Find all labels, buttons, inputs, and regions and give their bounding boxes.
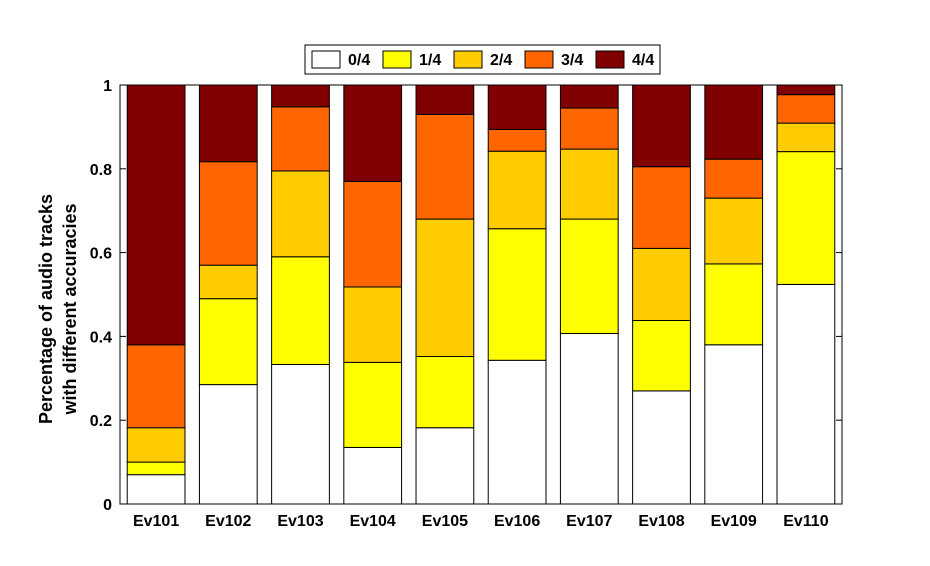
bar-Ev102-0/4 bbox=[198, 384, 258, 505]
bar-Ev107-3/4 bbox=[559, 107, 619, 150]
bar-Ev102-2/4 bbox=[198, 264, 258, 300]
bar-Ev106-4/4 bbox=[487, 84, 547, 130]
bar-Ev101-4/4 bbox=[126, 84, 186, 346]
bar-Ev104-3/4 bbox=[343, 180, 403, 288]
y-tick-label: 0 bbox=[103, 497, 112, 514]
bar-Ev106-0/4 bbox=[487, 359, 547, 505]
bar-Ev109-2/4 bbox=[704, 197, 764, 265]
legend-label: 0/4 bbox=[348, 52, 370, 69]
legend-swatch-4/4 bbox=[595, 50, 625, 69]
legend-swatch-3/4 bbox=[524, 50, 554, 69]
axes-layer: Ev101 Ev102 Ev103 Ev104 Ev105 Ev106 Ev107 Ev108… bbox=[90, 78, 843, 530]
bar-Ev102-3/4 bbox=[198, 161, 258, 266]
bar-Ev104-0/4 bbox=[343, 446, 403, 505]
bar-Ev110-3/4 bbox=[776, 94, 836, 124]
legend-label: 2/4 bbox=[490, 52, 512, 69]
bar-Ev104-4/4 bbox=[343, 84, 403, 182]
y-axis-title-line-2: with different accuracies bbox=[60, 203, 80, 415]
bar-Ev110-4/4 bbox=[776, 84, 836, 96]
legend-swatch-2/4 bbox=[453, 50, 483, 69]
bar-Ev106-3/4 bbox=[487, 128, 547, 152]
bar-Ev109-4/4 bbox=[704, 84, 764, 160]
bar-Ev110-0/4 bbox=[776, 283, 836, 505]
y-tick-label: 0.4 bbox=[90, 329, 112, 346]
bar-Ev105-3/4 bbox=[415, 113, 475, 220]
legend-swatch-0/4 bbox=[311, 50, 341, 69]
bar-Ev104-1/4 bbox=[343, 361, 403, 448]
bar-Ev109-1/4 bbox=[704, 263, 764, 346]
bar-Ev108-4/4 bbox=[632, 84, 691, 168]
bar-Ev103-0/4 bbox=[271, 363, 330, 505]
x-tick-label: Ev110 bbox=[783, 513, 828, 530]
y-tick-label: 0.8 bbox=[90, 162, 112, 179]
y-tick-label: 1 bbox=[103, 78, 112, 95]
bar-Ev103-1/4 bbox=[271, 256, 330, 365]
bar-Ev107-2/4 bbox=[559, 148, 619, 220]
bar-Ev102-1/4 bbox=[198, 298, 258, 386]
bar-Ev107-1/4 bbox=[559, 218, 619, 334]
bar-Ev108-1/4 bbox=[632, 319, 691, 392]
bar-Ev104-2/4 bbox=[343, 286, 403, 363]
bar-Ev101-3/4 bbox=[126, 344, 186, 429]
x-tick-label: Ev103 bbox=[277, 513, 323, 530]
bar-Ev107-0/4 bbox=[559, 332, 619, 505]
y-axis-title-line-1: Percentage of audio tracks bbox=[36, 194, 56, 424]
x-tick-label: Ev104 bbox=[350, 513, 396, 530]
bar-Ev109-0/4 bbox=[704, 344, 764, 505]
bar-Ev109-3/4 bbox=[704, 158, 764, 199]
legend: 0/4 1/4 2/4 3/4 4/4 bbox=[304, 44, 661, 75]
bar-Ev108-2/4 bbox=[632, 247, 691, 321]
bar-Ev101-2/4 bbox=[126, 427, 186, 463]
x-tick-label: Ev107 bbox=[566, 513, 612, 530]
bar-Ev107-4/4 bbox=[559, 84, 619, 109]
bar-Ev106-2/4 bbox=[487, 150, 547, 230]
bar-Ev105-4/4 bbox=[415, 84, 475, 115]
x-tick-label: Ev108 bbox=[638, 513, 684, 530]
y-tick-label: 0.2 bbox=[90, 413, 112, 430]
x-tick-label: Ev106 bbox=[494, 513, 540, 530]
bar-Ev101-0/4 bbox=[126, 474, 186, 505]
bar-Ev103-3/4 bbox=[271, 106, 330, 172]
bar-Ev105-0/4 bbox=[415, 427, 475, 505]
bar-Ev110-1/4 bbox=[776, 151, 836, 285]
y-axis-title: Percentage of audio tracks with differen… bbox=[36, 194, 80, 424]
bar-Ev106-1/4 bbox=[487, 228, 547, 361]
bar-Ev103-4/4 bbox=[271, 84, 330, 108]
x-tick-label: Ev101 bbox=[133, 513, 179, 530]
bar-Ev105-2/4 bbox=[415, 218, 475, 358]
x-tick-label: Ev109 bbox=[711, 513, 757, 530]
y-tick-label: 0.6 bbox=[90, 246, 112, 263]
bar-Ev105-1/4 bbox=[415, 356, 475, 429]
bar-Ev108-3/4 bbox=[632, 166, 691, 249]
bar-Ev103-2/4 bbox=[271, 170, 330, 258]
plot-frame bbox=[119, 84, 843, 505]
legend-label: 4/4 bbox=[632, 52, 654, 69]
x-tick-label: Ev105 bbox=[422, 513, 468, 530]
x-tick-label: Ev102 bbox=[205, 513, 251, 530]
bar-Ev110-2/4 bbox=[776, 122, 836, 153]
legend-swatch-1/4 bbox=[382, 50, 412, 69]
bar-Ev102-4/4 bbox=[198, 84, 258, 163]
bar-Ev108-0/4 bbox=[632, 390, 691, 505]
bars-layer bbox=[126, 84, 836, 505]
bar-Ev101-1/4 bbox=[126, 461, 186, 476]
legend-label: 1/4 bbox=[419, 52, 441, 69]
legend-label: 3/4 bbox=[561, 52, 583, 69]
